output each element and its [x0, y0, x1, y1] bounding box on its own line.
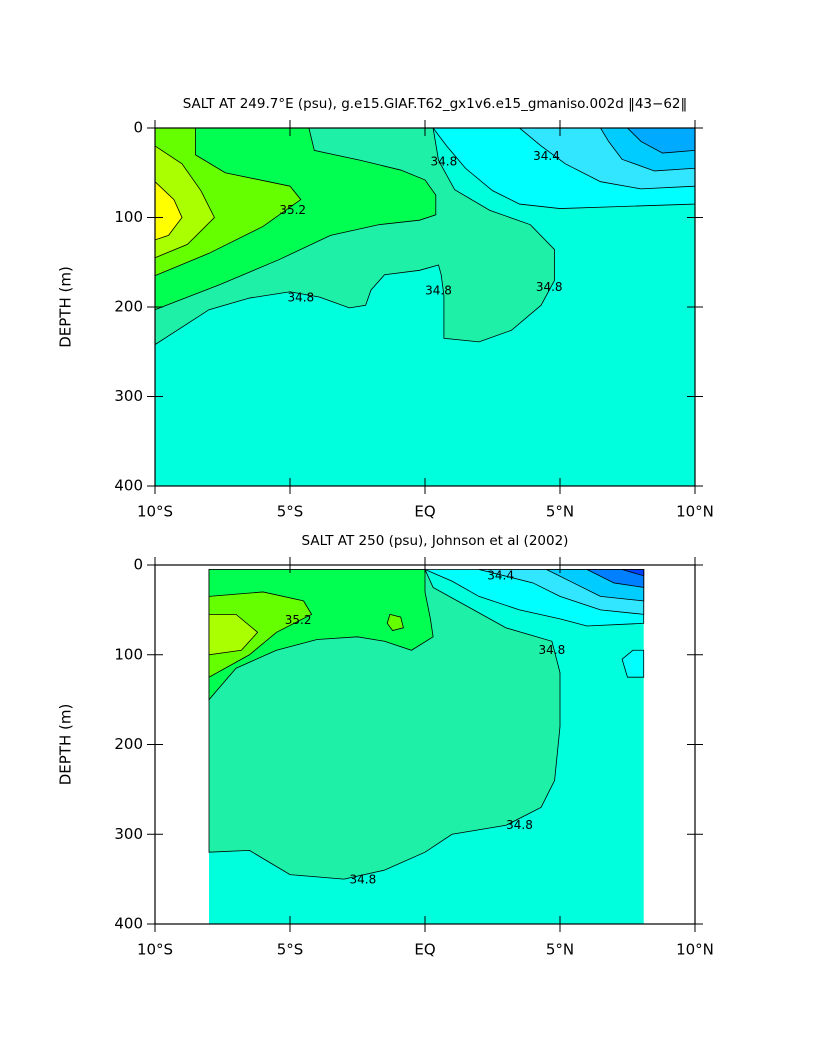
contours: 35.2 34.4 34.8 34.8 34.8	[208, 568, 645, 924]
x-tick-label: 5°N	[546, 941, 574, 959]
contour-region	[621, 569, 645, 577]
panel: 35.2 34.4 34.8 34.8 34.8 SALT AT 250 (psu), J…	[57, 533, 714, 959]
y-tick-label: 200	[114, 735, 143, 753]
contour-label: 34.8	[536, 280, 563, 294]
contour-region	[621, 649, 645, 678]
contour-region	[208, 613, 259, 656]
chart-title: SALT AT 249.7°E (psu), g.e15.GIAF.T62_gx…	[183, 96, 688, 112]
contour-label: 34.8	[425, 283, 452, 297]
contour-label: 34.4	[487, 568, 514, 582]
y-axis-label: DEPTH (m)	[57, 266, 75, 348]
y-tick-label: 0	[133, 119, 143, 137]
y-tick-label: 0	[133, 556, 143, 574]
contour-region	[208, 569, 561, 880]
x-tick-label: EQ	[414, 503, 435, 521]
panel: 34.8 34.4 35.2 34.8 34.8 34.8 SALT AT 249.7°E …	[57, 96, 714, 521]
x-tick-label: 10°S	[137, 503, 173, 521]
y-tick-label: 300	[114, 825, 143, 843]
contour-region	[155, 181, 183, 241]
contour-label: 34.4	[533, 149, 560, 163]
x-tick-label: EQ	[414, 941, 435, 959]
x-tick-label: 10°N	[676, 941, 714, 959]
x-tick-label: 10°S	[137, 941, 173, 959]
y-tick-label: 400	[114, 915, 143, 933]
y-tick-label: 400	[114, 477, 143, 495]
y-tick-label: 100	[114, 208, 143, 226]
contour-label: 34.8	[506, 818, 533, 832]
x-tick-label: 5°N	[546, 503, 574, 521]
x-tick-label: 10°N	[676, 503, 714, 521]
contour-label: 34.8	[539, 643, 566, 657]
contour-label: 34.8	[431, 155, 458, 169]
y-axis-label: DEPTH (m)	[57, 704, 75, 786]
contours: 34.8 34.4 35.2 34.8 34.8 34.8	[155, 128, 695, 486]
contour-label: 34.8	[287, 291, 314, 305]
contour-label: 34.8	[350, 873, 377, 887]
x-tick-label: 5°S	[277, 503, 304, 521]
x-tick-label: 5°S	[277, 941, 304, 959]
contour-label: 35.2	[285, 613, 312, 627]
contour-region	[208, 591, 313, 678]
y-tick-label: 100	[114, 645, 143, 663]
y-tick-label: 300	[114, 387, 143, 405]
contour-region	[386, 613, 404, 631]
chart-title: SALT AT 250 (psu), Johnson et al (2002)	[302, 533, 569, 549]
contour-label: 35.2	[279, 203, 306, 217]
y-tick-label: 200	[114, 298, 143, 316]
contour-region	[626, 128, 695, 154]
